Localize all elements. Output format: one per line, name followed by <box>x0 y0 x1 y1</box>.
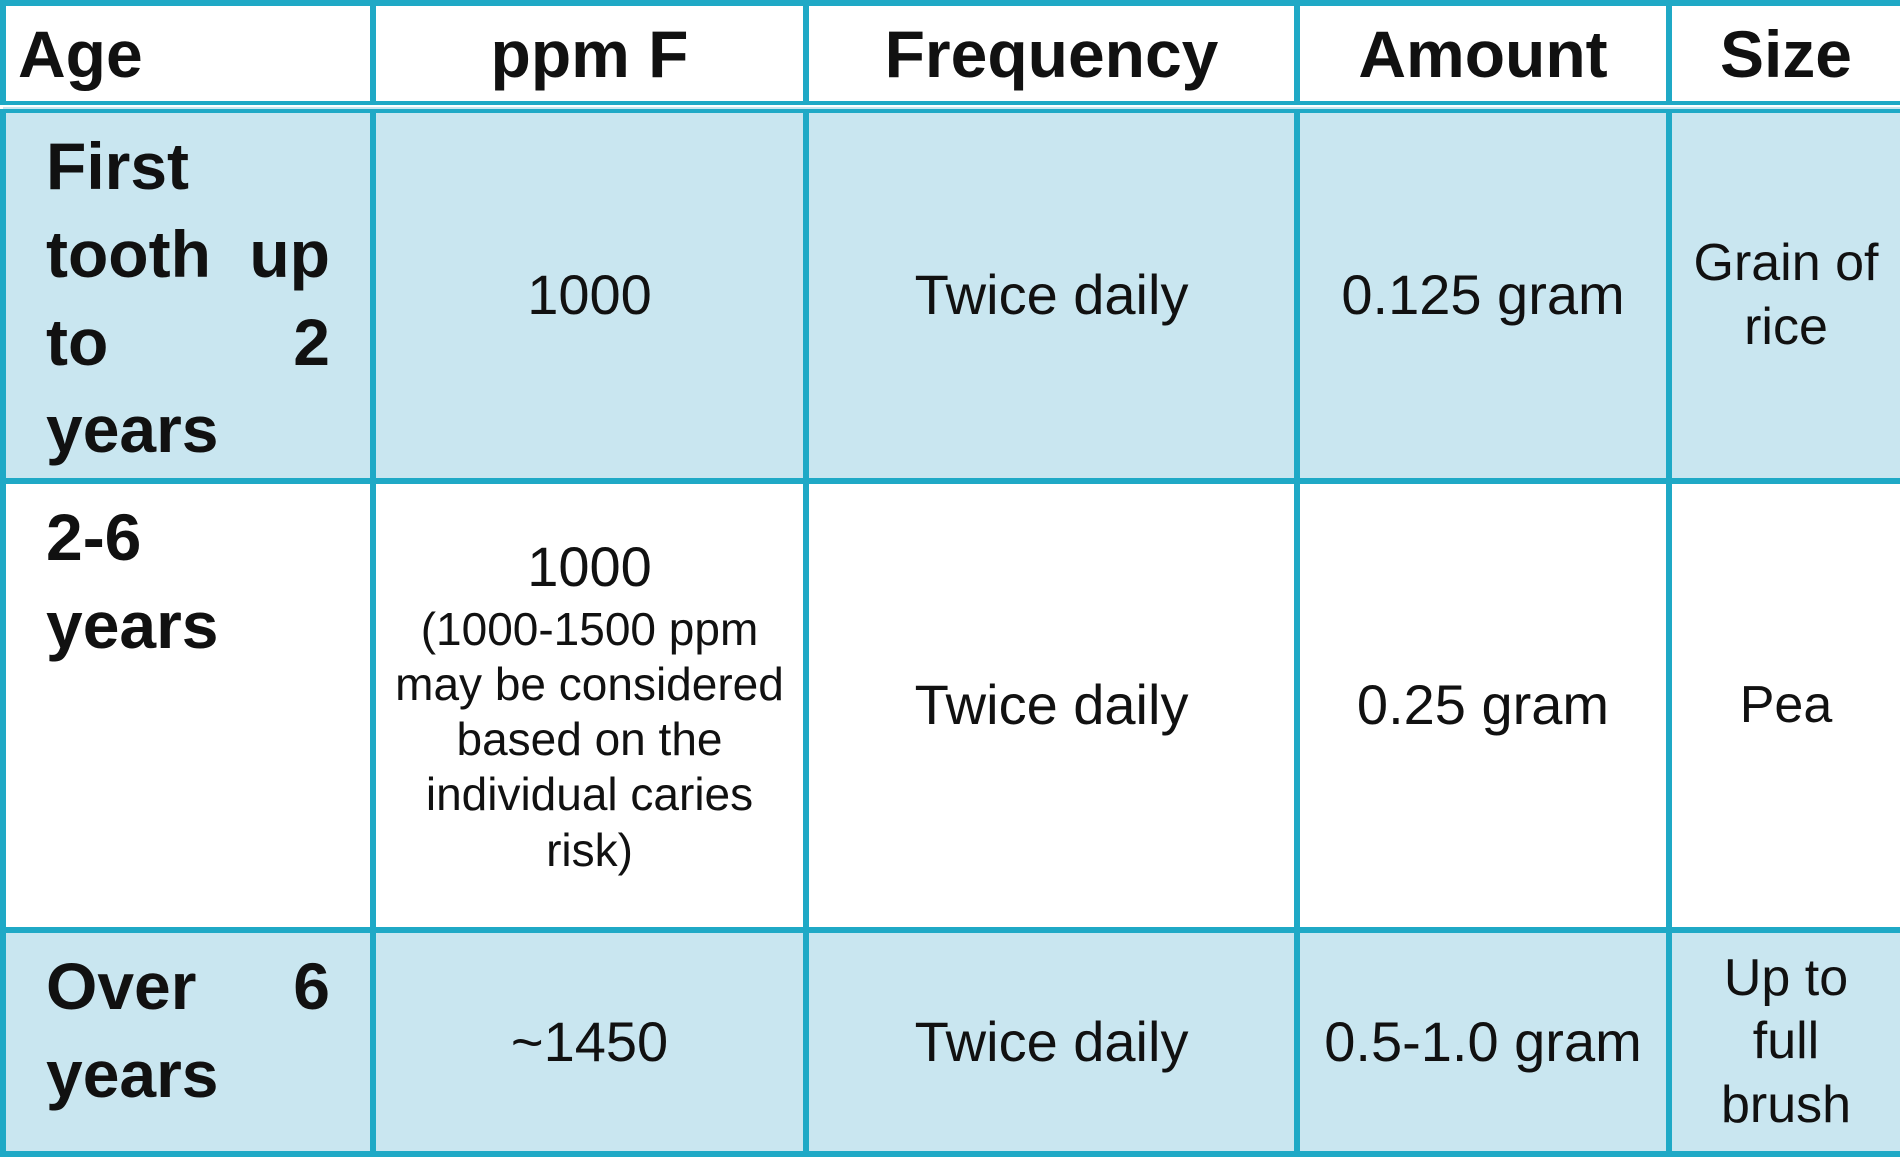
table-cell: 1000 <box>370 103 809 485</box>
table-cell: Grain of rice <box>1666 103 1900 485</box>
header-row: Age ppm F Frequency Amount Size <box>0 0 1900 113</box>
table-cell: Twice daily <box>803 103 1300 485</box>
table-cell: Twice daily <box>803 927 1300 1157</box>
table-cell: Pea <box>1666 478 1900 934</box>
table-cell: 1000 (1000-1500 ppm may be considered bas… <box>370 478 809 934</box>
table-row: First tooth up to 2 years 1000 Twice daily… <box>0 103 1900 485</box>
table-cell: 0.5-1.0 gram <box>1294 927 1672 1157</box>
header-cell: ppm F <box>370 0 809 113</box>
table-cell: First tooth up to 2 years <box>0 103 376 485</box>
table-cell: Twice daily <box>803 478 1300 934</box>
table-cell: Up to full brush <box>1666 927 1900 1157</box>
table-cell: 0.25 gram <box>1294 478 1672 934</box>
table-cell: 0.125 gram <box>1294 103 1672 485</box>
table-row: 2-6 years 1000 (1000-1500 ppm may be consi… <box>0 478 1900 934</box>
header-cell: Amount <box>1294 0 1672 113</box>
header-cell: Frequency <box>803 0 1300 113</box>
table-cell: ~1450 <box>370 927 809 1157</box>
header-cell: Size <box>1666 0 1900 113</box>
table-body: First tooth up to 2 years 1000 Twice daily… <box>0 103 1900 1157</box>
table-cell: 2-6 years <box>0 478 376 934</box>
cell-text: 1000 <box>527 535 652 599</box>
cell-text: (1000-1500 ppm may be considered based o… <box>395 602 784 876</box>
table-row: Over 6 years ~1450 Twice daily 0.5-1.0 gram… <box>0 927 1900 1157</box>
header-cell: Age <box>0 0 376 113</box>
table-cell: Over 6 years <box>0 927 376 1157</box>
